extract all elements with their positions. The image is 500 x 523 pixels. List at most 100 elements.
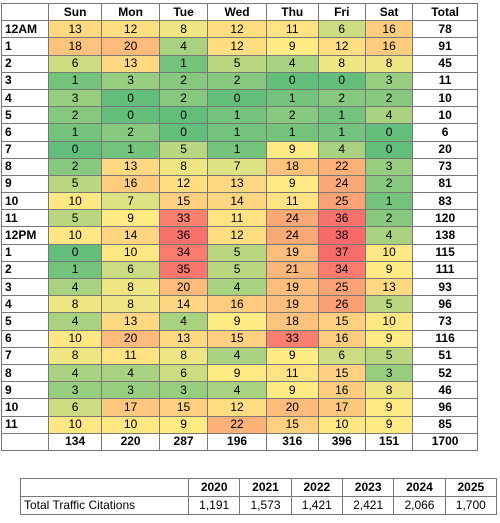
column-header: Tue: [158, 2, 209, 22]
hour-row: 3 1 3 2 2 0 0 3 11: [1, 71, 478, 90]
count-cell: 9: [364, 329, 414, 348]
count-cell: 15: [317, 363, 366, 383]
column-header: Fri: [317, 2, 366, 22]
hour-row: 9 3 3 3 4 9 16 8 46: [1, 381, 478, 400]
row-total: 116: [412, 329, 478, 348]
count-cell: 10: [364, 243, 414, 262]
count-cell: 14: [101, 226, 160, 245]
hour-row: 10 6 17 15 12 20 17 9 96: [1, 398, 478, 417]
count-cell: 38: [317, 226, 366, 245]
count-cell: 9: [207, 312, 267, 331]
hour-row: 7 0 1 5 1 9 4 0 20: [1, 140, 478, 159]
count-cell: 10: [364, 312, 414, 331]
column-total: 134: [47, 432, 103, 451]
count-cell: 1: [47, 71, 103, 90]
count-cell: 16: [364, 20, 414, 39]
hour-label: 2: [1, 54, 49, 73]
count-cell: 3: [364, 71, 414, 90]
count-cell: 16: [317, 381, 366, 400]
hour-row: 12AM 13 12 8 12 11 6 16 78: [1, 20, 478, 39]
hour-row: 3 4 8 20 4 19 25 13 93: [1, 277, 478, 297]
column-total: 396: [317, 432, 366, 451]
count-cell: 22: [317, 157, 366, 176]
hour-label: 6: [1, 329, 49, 348]
heatmap-table: Sun Mon Tue Wed Thu Fri Sat Total 12AM 13 12 8 12 11 6…: [1, 2, 478, 451]
count-cell: 19: [265, 295, 319, 314]
row-total: 73: [412, 312, 478, 331]
row-total: 46: [412, 381, 478, 400]
count-cell: 13: [101, 312, 160, 331]
year-value: 1,573: [239, 496, 292, 515]
citations-row: Total Traffic Citations 1,191 1,573 1,421 2,…: [20, 496, 498, 515]
hour-label: 7: [1, 140, 49, 159]
count-cell: 20: [101, 329, 160, 348]
row-total: 120: [412, 209, 478, 228]
year-header: 2025: [444, 478, 498, 497]
hour-label: 7: [1, 346, 49, 365]
hour-label: 11: [1, 415, 49, 434]
header-row: 2020 2021 2022 2023 2024 2025: [20, 478, 498, 497]
totals-row: 134 220 287 196 316 396 151 1700: [1, 432, 478, 451]
count-cell: 3: [364, 157, 414, 176]
hour-label: 2: [1, 260, 49, 280]
hour-row: 7 8 11 8 4 9 6 5 51: [1, 346, 478, 365]
row-total: 51: [412, 346, 478, 365]
hour-row: 12PM 10 14 36 12 24 38 4 138: [1, 226, 478, 245]
column-header: Total: [412, 2, 478, 22]
count-cell: 2: [158, 71, 209, 90]
count-cell: 16: [207, 295, 267, 314]
count-cell: 4: [265, 54, 319, 73]
count-cell: 9: [265, 140, 319, 159]
hour-label: 10: [1, 398, 49, 417]
row-total: 45: [412, 54, 478, 73]
row-total: 11: [412, 71, 478, 90]
row-total: 10: [412, 88, 478, 108]
count-cell: 5: [47, 209, 103, 228]
count-cell: 0: [265, 71, 319, 90]
count-cell: 6: [101, 260, 160, 280]
row-total: 111: [412, 260, 478, 280]
row-total: 96: [412, 398, 478, 417]
hour-row: 9 5 16 12 13 9 24 2 81: [1, 174, 478, 194]
year-header: 2020: [187, 478, 241, 497]
count-cell: 1: [207, 140, 267, 159]
count-cell: 8: [158, 157, 209, 176]
row-total: 91: [412, 37, 478, 56]
count-cell: 10: [101, 243, 160, 262]
count-cell: 9: [265, 37, 319, 56]
count-cell: 0: [158, 123, 209, 142]
count-cell: 2: [364, 174, 414, 194]
count-cell: 4: [158, 312, 209, 331]
count-cell: 0: [364, 123, 414, 142]
count-cell: 18: [47, 37, 103, 56]
count-cell: 6: [47, 54, 103, 73]
count-cell: 13: [207, 174, 267, 194]
corner-cell: [1, 2, 49, 22]
count-cell: 22: [207, 415, 267, 434]
hour-row: 2 1 6 35 5 21 34 9 111: [1, 260, 478, 280]
column-header: Thu: [265, 2, 319, 22]
hour-row: 1 18 20 4 12 9 12 16 91: [1, 37, 478, 56]
count-cell: 9: [265, 346, 319, 365]
count-cell: 15: [317, 312, 366, 331]
count-cell: 11: [207, 209, 267, 228]
count-cell: 9: [101, 209, 160, 228]
year-value: 1,421: [290, 496, 343, 515]
count-cell: 4: [158, 37, 209, 56]
count-cell: 6: [47, 398, 103, 417]
hour-label: 12PM: [1, 226, 49, 245]
hour-label: 12AM: [1, 20, 49, 39]
count-cell: 0: [364, 140, 414, 159]
count-cell: 15: [158, 398, 209, 417]
count-cell: 1: [158, 54, 209, 73]
count-cell: 13: [47, 20, 103, 39]
column-header: Sat: [364, 2, 414, 22]
year-header: 2022: [290, 478, 343, 497]
count-cell: 1: [265, 123, 319, 142]
hour-row: 5 2 0 0 1 2 1 4 10: [1, 106, 478, 125]
column-header: Wed: [207, 2, 267, 22]
count-cell: 3: [101, 71, 160, 90]
count-cell: 2: [47, 106, 103, 125]
